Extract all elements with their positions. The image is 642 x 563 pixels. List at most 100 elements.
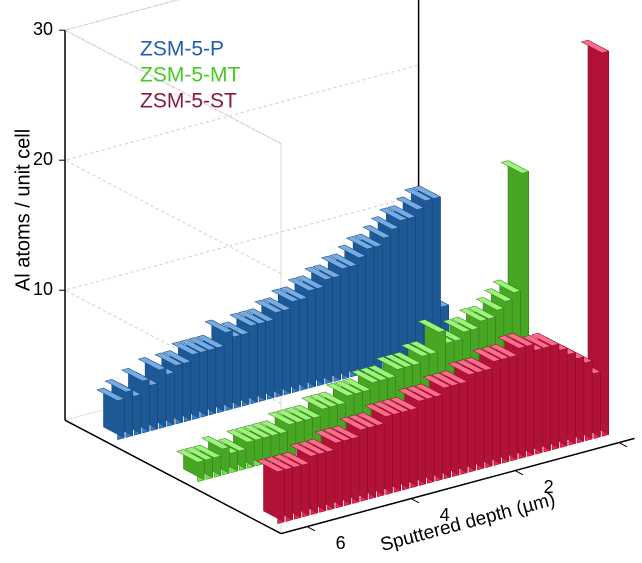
bar-top — [284, 407, 314, 421]
bar-top — [450, 316, 480, 331]
x-tick — [618, 442, 628, 448]
bar-top — [378, 207, 408, 221]
bar-top — [389, 396, 419, 411]
bar-top — [192, 444, 222, 459]
bar-top — [297, 441, 327, 455]
bar-top — [295, 275, 325, 289]
bar-top — [380, 399, 410, 413]
bar-top — [400, 343, 430, 357]
bar-top — [289, 443, 319, 457]
x-tick — [306, 526, 316, 532]
bar-top — [422, 374, 452, 389]
floor-edge — [64, 419, 282, 535]
bar-top — [267, 411, 297, 425]
bar-top — [455, 359, 485, 373]
bar-top — [430, 372, 460, 386]
bar-top — [417, 319, 447, 333]
bar-top — [242, 424, 272, 439]
bar-top — [489, 344, 518, 358]
bar-top — [259, 420, 289, 434]
bar-top — [270, 288, 300, 302]
bar-top — [350, 369, 380, 383]
bar-top — [154, 352, 184, 366]
bar-top — [245, 308, 275, 322]
bar-top — [256, 458, 285, 472]
bar-top — [292, 404, 322, 419]
bar-top — [347, 414, 377, 428]
bar-top — [325, 382, 355, 397]
bar-top — [442, 319, 472, 333]
bar-top — [287, 277, 317, 291]
bar-top — [309, 393, 339, 408]
bar-top — [234, 427, 264, 441]
y-tick-label: 20 — [33, 149, 53, 169]
x-axis-title: Sputtered depth (µm) — [378, 489, 557, 556]
bar-top — [414, 383, 444, 397]
bar-top — [395, 196, 425, 210]
grid-line — [63, 64, 419, 275]
x-tick-label: 6 — [336, 533, 346, 553]
bar-top — [104, 378, 134, 393]
y-axis-title: Al atoms / unit cell — [12, 129, 34, 291]
bar — [176, 449, 205, 483]
bar-top — [522, 335, 552, 349]
bar-top — [353, 233, 383, 248]
bar-top — [121, 368, 150, 382]
bar-top — [201, 436, 230, 450]
bar-top — [439, 370, 469, 384]
bar-top — [262, 297, 292, 311]
bar-top — [367, 365, 397, 379]
bar-top — [392, 351, 422, 366]
bar-top — [530, 332, 560, 347]
bar-top — [339, 416, 369, 431]
bar-top — [497, 335, 527, 349]
bar-top — [472, 348, 502, 362]
bar — [96, 387, 125, 441]
bar-top — [500, 160, 530, 174]
grid-line — [63, 194, 419, 405]
bar-top — [364, 403, 394, 417]
bar-top — [359, 367, 389, 381]
bar-top — [483, 288, 513, 302]
bar-top — [187, 337, 217, 351]
bar-top — [329, 253, 358, 267]
bar-top — [217, 438, 247, 452]
bar-top — [397, 388, 427, 402]
bar-top — [237, 310, 267, 324]
bar-top — [405, 385, 435, 400]
bars — [96, 39, 610, 525]
bar-top — [220, 321, 250, 335]
bar-top — [179, 339, 209, 353]
bar-top — [279, 286, 309, 300]
x-axis — [280, 437, 635, 535]
legend-entry: ZSM-5-MT — [140, 64, 240, 87]
legend-entry: ZSM-5-ST — [140, 90, 237, 113]
bar-top — [137, 357, 167, 371]
bar-top — [409, 341, 438, 355]
bar-top — [322, 427, 352, 442]
bar-top — [320, 255, 350, 270]
bar-top — [304, 266, 333, 280]
bar-top — [250, 422, 280, 436]
bar-top — [372, 401, 402, 415]
bar-top — [375, 356, 405, 370]
bar-top — [275, 409, 305, 423]
bar-top — [176, 449, 205, 463]
x-tick — [514, 470, 524, 476]
bar-top — [580, 39, 610, 54]
bar-top — [458, 308, 488, 322]
bar-top — [480, 346, 510, 360]
y-tick-label: 10 — [33, 279, 53, 299]
bar-top — [464, 357, 493, 371]
bar-top — [475, 297, 505, 311]
bar-top — [342, 378, 372, 392]
bar-top — [447, 361, 477, 375]
bar-top — [345, 236, 375, 250]
bar-top — [195, 334, 225, 349]
bar-top — [317, 391, 347, 405]
grid-line — [63, 0, 282, 145]
bar-top — [264, 456, 294, 470]
bar-top — [225, 429, 255, 443]
bar-top — [362, 225, 392, 239]
